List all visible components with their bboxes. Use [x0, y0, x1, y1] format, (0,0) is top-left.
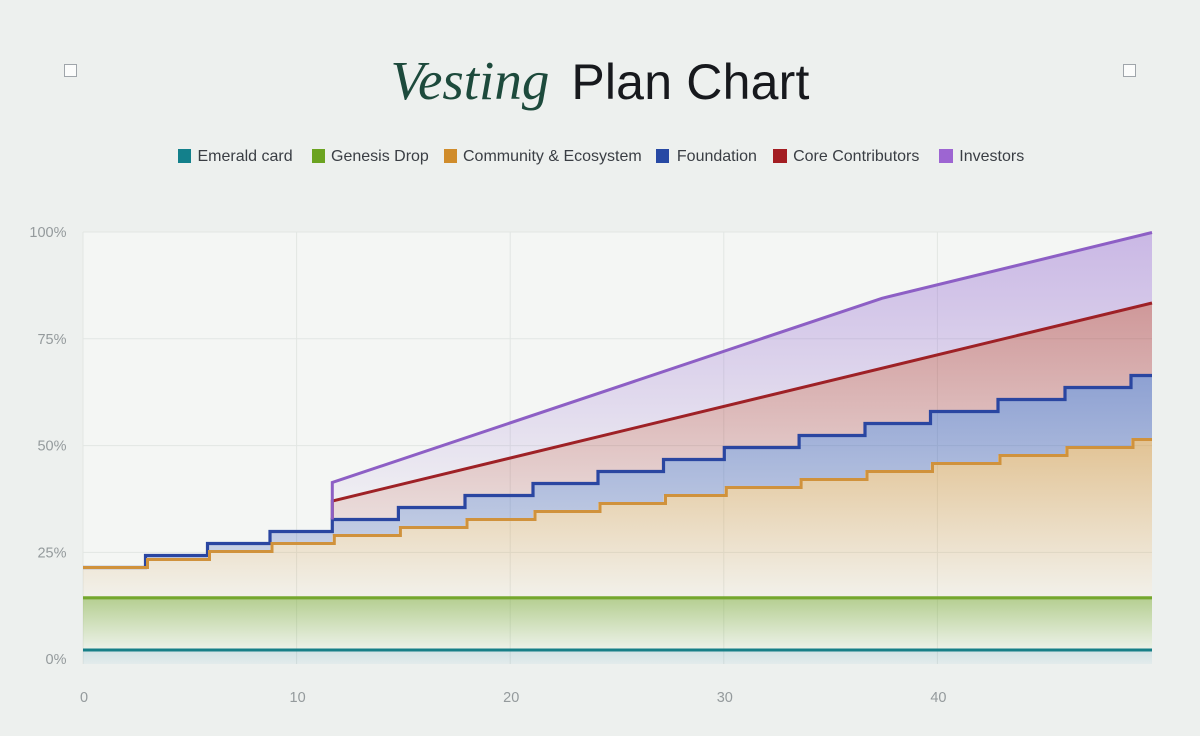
svg-text:30: 30 — [717, 690, 733, 706]
svg-text:40: 40 — [930, 690, 946, 706]
svg-text:20: 20 — [503, 690, 519, 706]
svg-text:10: 10 — [290, 690, 306, 706]
svg-text:50%: 50% — [37, 439, 66, 455]
svg-text:25%: 25% — [37, 545, 66, 561]
svg-text:0: 0 — [80, 690, 88, 706]
svg-text:100%: 100% — [29, 225, 66, 241]
svg-text:0%: 0% — [46, 652, 67, 668]
svg-text:75%: 75% — [37, 332, 66, 348]
